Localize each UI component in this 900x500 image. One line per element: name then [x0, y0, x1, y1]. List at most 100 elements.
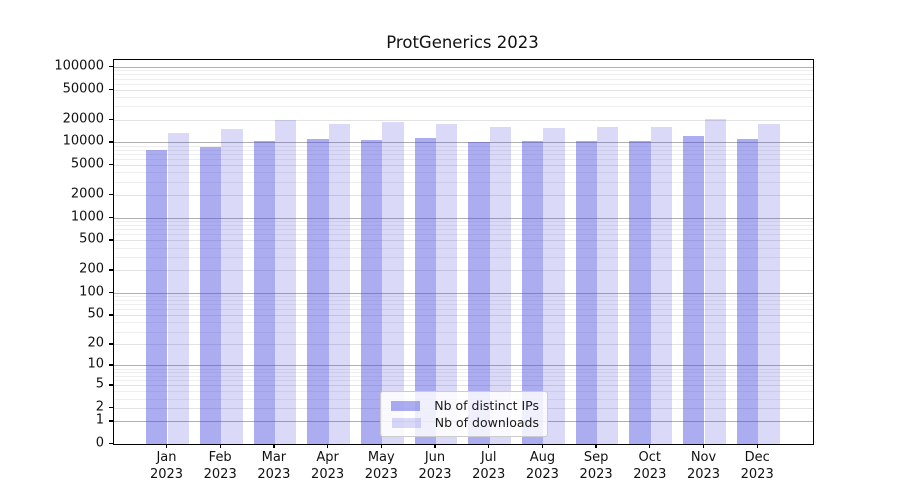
y-tick — [109, 443, 113, 445]
y-tick-label: 2000 — [70, 186, 104, 202]
y-tick-label: 2 — [95, 399, 104, 415]
y-tick-label: 10000 — [62, 133, 104, 149]
bar-feb-downloads — [221, 128, 243, 444]
minor-gridline — [114, 372, 813, 374]
major-gridline — [114, 344, 813, 346]
major-gridline — [114, 119, 813, 121]
bar-may-distinct-ips — [360, 139, 383, 444]
bar-jul-downloads — [489, 126, 512, 444]
x-tick-label: May 2023 — [351, 450, 411, 483]
minor-gridline — [114, 225, 813, 227]
major-gridline — [114, 240, 813, 242]
x-tick — [380, 444, 382, 449]
major-gridline — [114, 89, 813, 91]
x-tick-label-year: 2023 — [633, 466, 667, 482]
major-gridline — [114, 385, 813, 387]
x-tick — [756, 444, 758, 449]
bar-aug-downloads — [543, 127, 565, 444]
x-tick-label: Jun 2023 — [405, 450, 465, 483]
major-gridline — [114, 66, 813, 68]
legend-swatch-downloads — [391, 417, 421, 428]
bar-jan-distinct-ips — [146, 150, 168, 444]
y-tick-label: 1 — [95, 412, 104, 428]
bar-may-downloads — [382, 122, 404, 444]
x-tick — [488, 444, 490, 449]
x-tick-label: Feb 2023 — [190, 450, 250, 483]
bar-apr-distinct-ips — [307, 138, 329, 444]
x-tick — [326, 444, 329, 449]
y-tick-label: 50000 — [62, 81, 104, 97]
y-tick-label: 20000 — [62, 111, 104, 127]
minor-gridline — [114, 229, 813, 231]
x-tick-label: Jul 2023 — [459, 450, 519, 483]
y-tick — [109, 194, 113, 196]
legend-label-downloads: Nb of downloads — [434, 415, 539, 430]
minor-gridline — [114, 149, 813, 151]
major-gridline — [114, 195, 813, 197]
major-gridline — [114, 315, 813, 317]
minor-gridline — [114, 181, 813, 183]
x-tick — [702, 444, 705, 449]
y-tick-label: 100000 — [54, 58, 104, 74]
y-tick-label: 100 — [79, 284, 104, 300]
y-tick-label: 5 — [95, 376, 104, 392]
y-tick — [109, 216, 113, 219]
minor-gridline — [114, 106, 813, 108]
y-tick-label: 10 — [87, 356, 104, 372]
x-tick-label-year: 2023 — [472, 466, 506, 482]
minor-gridline — [114, 234, 813, 236]
x-tick-label-year: 2023 — [418, 466, 452, 482]
legend-row-distinct-ips: Nb of distinct IPs — [387, 397, 539, 414]
y-tick — [109, 239, 113, 241]
minor-gridline — [114, 172, 813, 174]
bar-jul-distinct-ips — [468, 142, 490, 444]
x-tick — [273, 444, 275, 449]
x-tick — [165, 444, 168, 449]
y-tick-label: 50 — [87, 306, 104, 322]
x-tick — [649, 444, 651, 449]
y-tick-label: 5000 — [70, 156, 104, 172]
minor-gridline — [114, 70, 813, 72]
x-tick-label-year: 2023 — [149, 466, 184, 482]
bar-sep-downloads — [597, 127, 619, 444]
minor-gridline — [114, 322, 813, 324]
x-tick-label: Aug 2023 — [512, 450, 572, 483]
major-gridline — [114, 270, 813, 272]
bar-apr-downloads — [328, 123, 350, 444]
x-tick — [434, 444, 436, 449]
x-tick-label-year: 2023 — [203, 466, 237, 482]
minor-gridline — [114, 257, 813, 259]
major-gridline — [114, 365, 813, 367]
minor-gridline — [114, 296, 813, 298]
bar-feb-distinct-ips — [199, 146, 222, 444]
minor-gridline — [114, 221, 813, 223]
y-tick — [109, 269, 113, 271]
x-tick — [541, 444, 544, 449]
bar-mar-downloads — [274, 120, 297, 444]
major-gridline — [114, 217, 813, 219]
minor-gridline — [114, 145, 813, 147]
minor-gridline — [114, 74, 813, 76]
legend-row-downloads: Nb of downloads — [387, 414, 539, 431]
y-tick-label: 1000 — [70, 209, 104, 225]
minor-gridline — [114, 154, 813, 156]
minor-gridline — [114, 368, 813, 370]
y-tick — [109, 164, 113, 166]
minor-gridline — [114, 331, 813, 333]
minor-gridline — [114, 375, 813, 377]
bar-jan-downloads — [167, 133, 189, 444]
x-tick-label-year: 2023 — [686, 466, 721, 482]
minor-gridline — [114, 247, 813, 249]
x-tick-label: Nov 2023 — [674, 450, 734, 483]
x-tick-label-year: 2023 — [311, 466, 345, 482]
plot-area: Nb of distinct IPs Nb of downloads — [113, 59, 814, 445]
minor-gridline — [114, 309, 813, 311]
bar-jun-distinct-ips — [414, 137, 436, 444]
x-tick-label-year: 2023 — [525, 466, 559, 482]
y-tick — [109, 364, 113, 366]
bar-nov-downloads — [704, 119, 726, 444]
x-tick-label: Mar 2023 — [244, 450, 304, 483]
x-tick-label: Dec 2023 — [727, 450, 787, 483]
bar-aug-distinct-ips — [522, 141, 544, 444]
